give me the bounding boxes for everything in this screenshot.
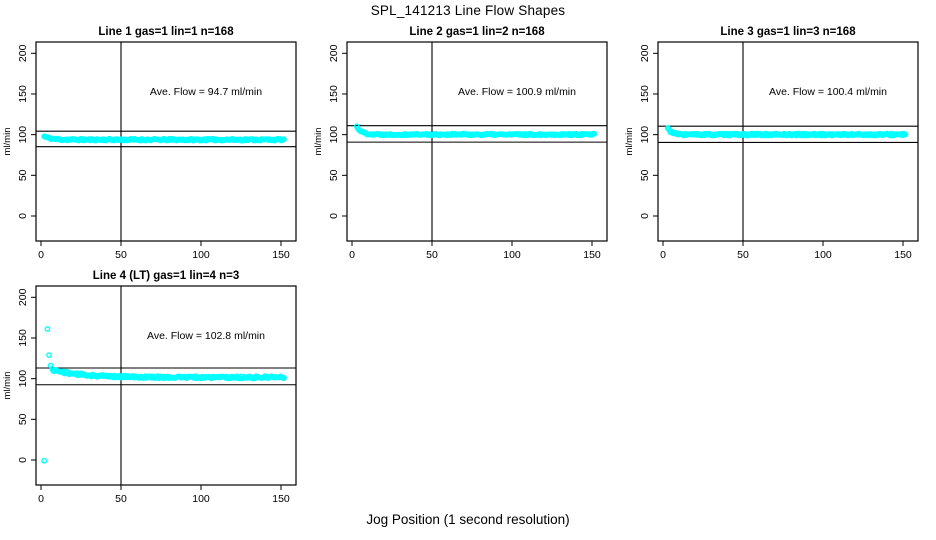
y-tick-label: 100 xyxy=(328,126,340,144)
y-tick-label: 50 xyxy=(17,413,29,425)
subplot-line-2: Line 2 gas=1 lin=2 n=168 ml/min 0 50 100 15… xyxy=(311,20,621,264)
outlier-point xyxy=(41,457,48,464)
x-tick-label: 150 xyxy=(583,249,601,261)
scatter-points xyxy=(41,133,287,144)
y-tick-label: 200 xyxy=(639,44,651,62)
plot-frame: 0 50 100 150 0 50 100 150 200 xyxy=(17,41,297,261)
y-tick-label: 200 xyxy=(328,44,340,62)
y-tick-label: 0 xyxy=(328,213,340,219)
subplot-line-4: Line 4 (LT) gas=1 lin=4 n=3 ml/min 0 50 10… xyxy=(0,264,310,508)
subplot-line-1: Line 1 gas=1 lin=1 n=168 ml/min 0 50 100 15… xyxy=(0,20,310,264)
data-point xyxy=(280,136,287,143)
y-tick-label: 150 xyxy=(639,85,651,103)
x-tick-label: 100 xyxy=(192,493,210,505)
x-tick-label: 150 xyxy=(272,249,290,261)
ave-flow-annotation: Ave. Flow = 100.9 ml/min xyxy=(458,86,576,98)
x-tick-label: 100 xyxy=(192,249,210,261)
outlier-point xyxy=(44,326,51,332)
scatter-points xyxy=(41,326,287,464)
subplot-title: Line 2 gas=1 lin=2 n=168 xyxy=(409,26,545,38)
ave-flow-annotation: Ave. Flow = 102.8 ml/min xyxy=(147,330,265,342)
y-axis-label: ml/min xyxy=(2,372,13,400)
y-tick-label: 200 xyxy=(17,288,29,306)
plot-box xyxy=(35,41,297,242)
y-axis-label: ml/min xyxy=(2,128,13,156)
y-tick-label: 0 xyxy=(17,213,29,219)
y-tick-label: 150 xyxy=(17,329,29,347)
ave-flow-annotation: Ave. Flow = 94.7 ml/min xyxy=(150,86,262,98)
subplot-title: Line 3 gas=1 lin=3 n=168 xyxy=(720,26,856,38)
y-axis-label: ml/min xyxy=(624,128,635,156)
data-point xyxy=(902,131,909,138)
plot-box xyxy=(657,41,919,242)
ave-flow-annotation: Ave. Flow = 100.4 ml/min xyxy=(769,86,887,98)
x-axis-label: Jog Position (1 second resolution) xyxy=(366,512,570,527)
subplot-title: Line 4 (LT) gas=1 lin=4 n=3 xyxy=(93,270,239,282)
x-tick-label: 0 xyxy=(660,249,666,261)
y-tick-label: 50 xyxy=(17,169,29,181)
subplot-title: Line 1 gas=1 lin=1 n=168 xyxy=(98,26,234,38)
main-title: SPL_141213 Line Flow Shapes xyxy=(370,3,566,18)
y-tick-label: 50 xyxy=(328,169,340,181)
y-tick-label: 0 xyxy=(639,213,651,219)
x-tick-label: 100 xyxy=(814,249,832,261)
scatter-points xyxy=(664,125,909,139)
plot-line-3-svg: Line 3 gas=1 lin=3 n=168 ml/min 0 50 100 15… xyxy=(624,26,919,261)
plot-line-4-svg: Line 4 (LT) gas=1 lin=4 n=3 ml/min 0 50 10… xyxy=(2,270,297,505)
outlier-point xyxy=(46,352,52,359)
y-tick-label: 50 xyxy=(639,169,651,181)
subplot-line-3: Line 3 gas=1 lin=3 n=168 ml/min 0 50 100 15… xyxy=(622,20,932,264)
y-tick-label: 100 xyxy=(17,126,29,144)
x-tick-label: 0 xyxy=(38,493,44,505)
x-tick-label: 0 xyxy=(38,249,44,261)
data-point xyxy=(281,375,287,381)
y-tick-label: 100 xyxy=(17,370,29,388)
y-tick-label: 200 xyxy=(17,44,29,62)
x-tick-label: 50 xyxy=(737,249,749,261)
y-tick-label: 100 xyxy=(639,126,651,144)
x-tick-label: 150 xyxy=(272,493,290,505)
y-axis-label: ml/min xyxy=(313,128,324,156)
x-tick-label: 0 xyxy=(349,249,355,261)
y-tick-label: 150 xyxy=(17,85,29,103)
scatter-points xyxy=(353,123,598,139)
data-point xyxy=(591,130,598,137)
plot-line-2-svg: Line 2 gas=1 lin=2 n=168 ml/min 0 50 100 15… xyxy=(313,26,608,261)
y-tick-label: 0 xyxy=(17,457,29,463)
x-tick-label: 150 xyxy=(894,249,912,261)
plot-box xyxy=(35,285,297,486)
outlier-point xyxy=(47,362,54,369)
x-tick-label: 50 xyxy=(115,249,127,261)
plot-frame: 0 50 100 150 0 50 100 150 200 xyxy=(639,41,919,261)
plot-line-1-svg: Line 1 gas=1 lin=1 n=168 ml/min 0 50 100 15… xyxy=(2,26,297,261)
plot-box xyxy=(346,41,608,242)
x-tick-label: 50 xyxy=(115,493,127,505)
plot-frame: 0 50 100 150 0 50 100 150 200 xyxy=(328,41,608,261)
x-tick-label: 100 xyxy=(503,249,521,261)
plot-frame: 0 50 100 150 0 50 100 150 200 xyxy=(17,285,297,505)
y-tick-label: 150 xyxy=(328,85,340,103)
x-tick-label: 50 xyxy=(426,249,438,261)
